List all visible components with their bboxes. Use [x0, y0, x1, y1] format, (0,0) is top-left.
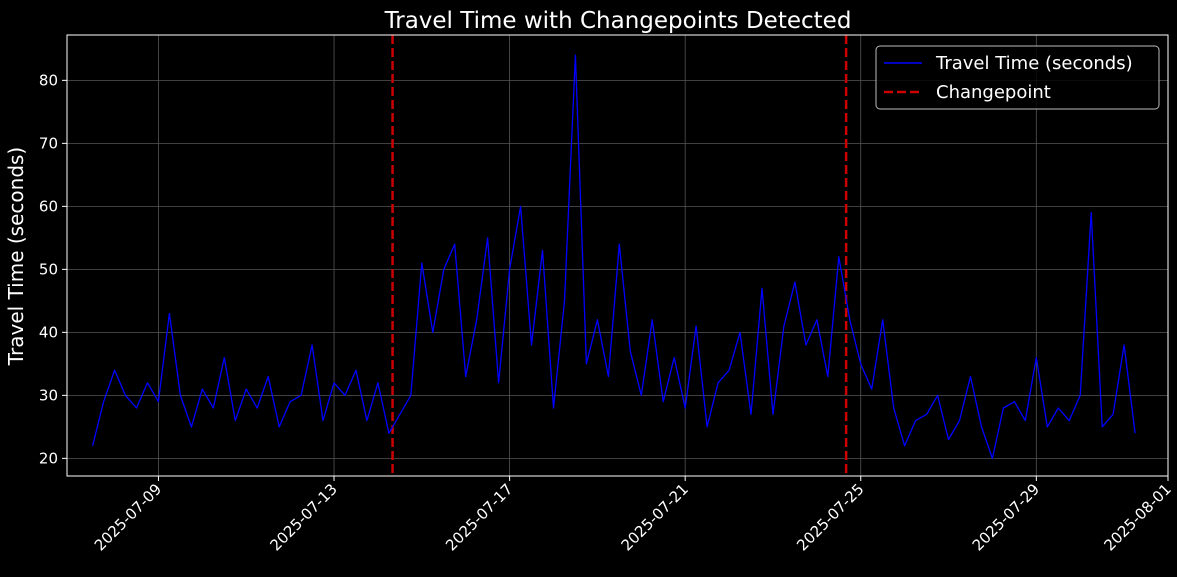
changepoint-lines [391, 35, 848, 476]
y-axis-label: Travel Time (seconds) [4, 147, 28, 366]
y-tick-label: 40 [39, 323, 58, 341]
legend-label-travel-time: Travel Time (seconds) [935, 53, 1133, 74]
chart-title: Travel Time with Changepoints Detected [384, 8, 852, 34]
plot-frame [66, 34, 1169, 477]
y-tick-label: 80 [39, 71, 58, 89]
legend-box [875, 45, 1160, 110]
y-tick-label: 20 [39, 449, 58, 467]
y-tick-label: 50 [39, 260, 58, 278]
y-tick-label: 30 [39, 386, 58, 404]
legend-label-changepoint: Changepoint [936, 82, 1051, 103]
y-tick-label: 60 [39, 197, 58, 215]
travel-time-series-line [91, 54, 1136, 460]
y-tick-label: 70 [39, 134, 58, 152]
legend: Travel Time (seconds) Changepoint [875, 45, 1160, 110]
